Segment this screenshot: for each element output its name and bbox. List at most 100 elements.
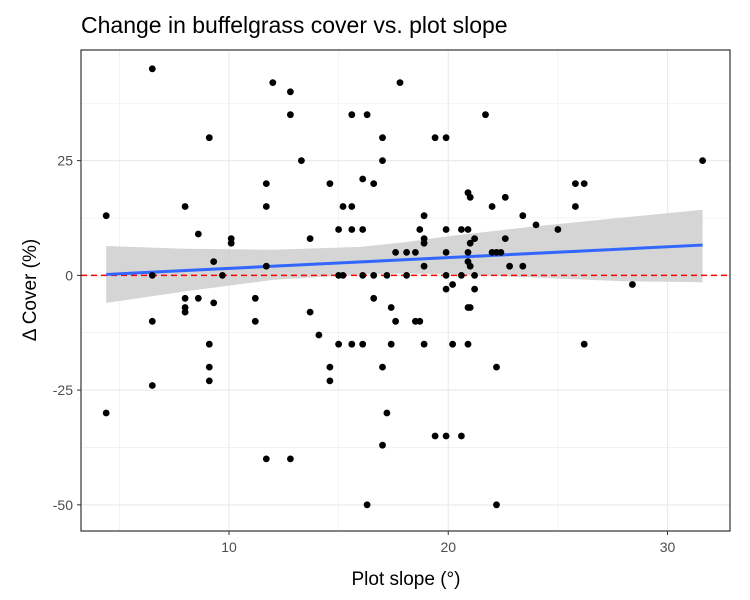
data-point	[335, 340, 342, 348]
data-point	[420, 340, 428, 348]
data-point	[458, 272, 465, 279]
data-point	[471, 272, 478, 279]
data-point	[493, 501, 500, 509]
data-point	[348, 203, 356, 210]
data-point	[416, 317, 424, 325]
data-point	[269, 79, 277, 86]
confidence-band-area	[106, 209, 703, 303]
data-point	[251, 317, 259, 325]
data-point	[210, 258, 218, 265]
data-point	[449, 281, 456, 288]
data-point	[403, 272, 410, 279]
data-point	[383, 272, 391, 279]
data-point	[181, 308, 189, 316]
data-point	[148, 382, 156, 389]
data-point	[326, 377, 334, 385]
data-point	[506, 262, 513, 270]
data-point	[580, 180, 588, 188]
data-point	[287, 455, 294, 463]
data-point	[519, 212, 527, 220]
data-point	[326, 180, 334, 188]
chart-title: Change in buffelgrass cover vs. plot slo…	[81, 12, 508, 38]
data-point	[102, 212, 110, 220]
data-point	[464, 249, 472, 256]
data-points	[102, 65, 706, 509]
data-point	[392, 317, 399, 325]
data-point	[306, 235, 314, 243]
data-point	[359, 175, 367, 183]
data-point	[379, 157, 386, 165]
y-axis-title: Δ Cover (%)	[20, 239, 41, 341]
data-point	[699, 157, 706, 165]
data-point	[363, 111, 371, 119]
data-point	[466, 193, 474, 201]
data-point	[387, 304, 395, 311]
data-point	[458, 432, 465, 440]
data-point	[339, 203, 347, 210]
data-point	[449, 340, 456, 348]
data-point	[348, 226, 356, 233]
y-tick-label: -25	[53, 382, 73, 398]
y-tick-label: 0	[65, 267, 73, 283]
data-point	[387, 340, 395, 348]
data-point	[148, 272, 156, 279]
x-axis-title: Plot slope (°)	[352, 569, 461, 590]
data-point	[383, 409, 391, 417]
data-point	[420, 262, 428, 270]
data-point	[348, 340, 356, 348]
data-point	[251, 294, 259, 302]
data-point	[205, 134, 213, 142]
data-point	[464, 226, 472, 233]
y-tick-label: -50	[53, 497, 73, 513]
data-point	[359, 340, 367, 348]
data-point	[181, 294, 189, 302]
data-point	[442, 226, 450, 233]
data-point	[210, 299, 218, 307]
data-point	[348, 111, 356, 119]
data-point	[580, 340, 588, 348]
data-point	[205, 377, 213, 385]
data-point	[287, 88, 294, 96]
data-point	[466, 239, 474, 247]
data-point	[102, 409, 110, 417]
data-point	[148, 317, 156, 325]
data-point	[181, 203, 189, 210]
data-point	[532, 221, 540, 229]
data-point	[572, 203, 579, 210]
data-point	[335, 226, 342, 233]
x-tick-label: 10	[221, 539, 237, 555]
data-point	[519, 262, 527, 270]
data-point	[471, 285, 478, 293]
x-tick-label: 20	[440, 539, 456, 555]
data-point	[262, 262, 270, 270]
data-point	[420, 239, 428, 247]
data-point	[554, 226, 562, 233]
data-point	[379, 363, 386, 371]
data-point	[148, 65, 156, 73]
data-point	[370, 294, 378, 302]
data-point	[501, 235, 509, 243]
y-tick-label: 25	[57, 153, 73, 169]
data-point	[262, 203, 270, 210]
data-point	[442, 249, 450, 256]
data-point	[488, 203, 496, 210]
data-point	[262, 455, 270, 463]
data-point	[262, 180, 270, 188]
data-point	[416, 226, 424, 233]
data-point	[442, 272, 450, 279]
data-point	[396, 79, 404, 86]
data-point	[219, 272, 226, 279]
trend-line	[106, 243, 703, 276]
data-point	[326, 363, 334, 371]
data-point	[359, 272, 367, 279]
data-point	[363, 501, 371, 509]
data-point	[464, 340, 472, 348]
data-point	[379, 441, 386, 449]
data-point	[629, 281, 636, 288]
panel-border	[80, 49, 731, 532]
data-point	[497, 249, 505, 256]
confidence-band	[106, 209, 703, 303]
data-point	[306, 308, 314, 316]
data-point	[339, 272, 347, 279]
